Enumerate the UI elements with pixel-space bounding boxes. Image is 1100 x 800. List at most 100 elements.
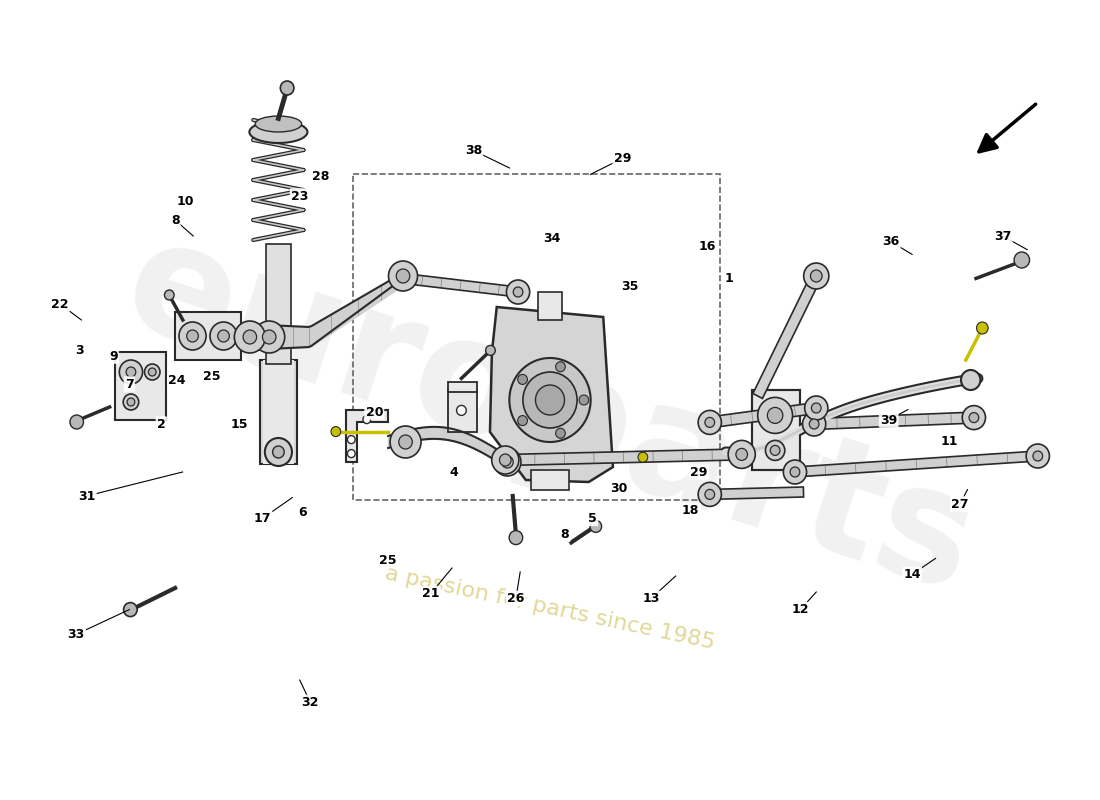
Polygon shape [345, 410, 388, 462]
Circle shape [810, 419, 820, 429]
Circle shape [218, 330, 229, 342]
Text: 30: 30 [610, 482, 628, 494]
Circle shape [148, 368, 156, 376]
Circle shape [514, 287, 522, 297]
Text: 7: 7 [125, 378, 134, 390]
Circle shape [265, 438, 292, 466]
Bar [538, 292, 562, 320]
Bar [752, 390, 801, 470]
Polygon shape [490, 307, 613, 482]
Text: 29: 29 [614, 152, 631, 165]
Text: 31: 31 [78, 490, 96, 502]
Text: 6: 6 [298, 506, 307, 518]
Bar [116, 352, 166, 420]
Polygon shape [752, 274, 821, 398]
Polygon shape [710, 487, 804, 499]
Circle shape [522, 372, 578, 428]
Text: 4: 4 [450, 466, 459, 478]
Circle shape [123, 394, 139, 410]
Circle shape [164, 290, 174, 300]
Circle shape [1014, 252, 1030, 268]
Circle shape [556, 362, 565, 372]
Circle shape [768, 407, 783, 423]
Circle shape [234, 321, 265, 353]
Circle shape [790, 467, 800, 477]
Circle shape [961, 370, 980, 390]
Circle shape [70, 415, 84, 429]
Circle shape [518, 415, 527, 426]
Circle shape [144, 364, 159, 380]
Circle shape [187, 330, 198, 342]
Circle shape [494, 448, 521, 476]
Text: 15: 15 [230, 418, 248, 430]
Text: europarts: europarts [107, 206, 993, 626]
Text: 13: 13 [642, 592, 660, 605]
Polygon shape [710, 402, 817, 428]
Circle shape [783, 460, 806, 484]
Text: 12: 12 [792, 603, 808, 616]
Circle shape [579, 395, 588, 405]
Text: 9: 9 [109, 350, 118, 362]
Text: 3: 3 [75, 344, 84, 357]
Circle shape [509, 358, 591, 442]
Text: 36: 36 [882, 235, 900, 248]
Circle shape [210, 322, 238, 350]
Bar [752, 390, 801, 470]
Circle shape [128, 398, 135, 406]
Text: 16: 16 [698, 240, 716, 253]
Circle shape [638, 452, 648, 462]
Bar [263, 360, 294, 464]
Circle shape [254, 321, 285, 353]
Polygon shape [403, 274, 518, 297]
Circle shape [502, 456, 514, 468]
Circle shape [705, 418, 715, 427]
Bar [448, 390, 477, 432]
Circle shape [770, 446, 780, 455]
Circle shape [499, 454, 512, 466]
Circle shape [399, 435, 412, 449]
Circle shape [126, 367, 135, 377]
Text: 32: 32 [301, 696, 319, 709]
Circle shape [728, 440, 756, 468]
Text: 37: 37 [994, 230, 1011, 242]
Circle shape [456, 406, 466, 415]
Polygon shape [794, 451, 1038, 477]
Circle shape [492, 446, 519, 474]
Circle shape [280, 81, 294, 95]
Bar [448, 382, 477, 392]
Circle shape [363, 416, 371, 424]
Polygon shape [505, 449, 741, 466]
Text: 22: 22 [52, 298, 69, 310]
Circle shape [698, 410, 722, 434]
Circle shape [811, 270, 822, 282]
Circle shape [390, 426, 421, 458]
Circle shape [509, 530, 522, 545]
Bar [260, 360, 297, 464]
Circle shape [804, 263, 829, 289]
Text: 33: 33 [67, 628, 85, 641]
Text: 11: 11 [940, 435, 958, 448]
Circle shape [518, 374, 527, 385]
Bar [530, 470, 570, 490]
Circle shape [1026, 444, 1049, 468]
Text: 18: 18 [682, 504, 700, 517]
Circle shape [485, 346, 495, 355]
Text: 23: 23 [292, 190, 308, 202]
Circle shape [758, 398, 792, 434]
Text: 39: 39 [880, 414, 898, 426]
Bar [266, 244, 292, 364]
Text: 29: 29 [691, 466, 707, 478]
Circle shape [1033, 451, 1043, 461]
Polygon shape [814, 412, 975, 430]
Text: 17: 17 [254, 512, 272, 525]
Circle shape [698, 482, 722, 506]
Circle shape [804, 396, 828, 420]
Circle shape [536, 385, 564, 415]
Text: 35: 35 [621, 280, 639, 293]
Text: 27: 27 [952, 498, 969, 510]
Circle shape [705, 490, 715, 499]
Circle shape [243, 330, 256, 344]
Text: 10: 10 [177, 195, 195, 208]
Text: 24: 24 [168, 374, 186, 386]
Circle shape [331, 426, 341, 437]
